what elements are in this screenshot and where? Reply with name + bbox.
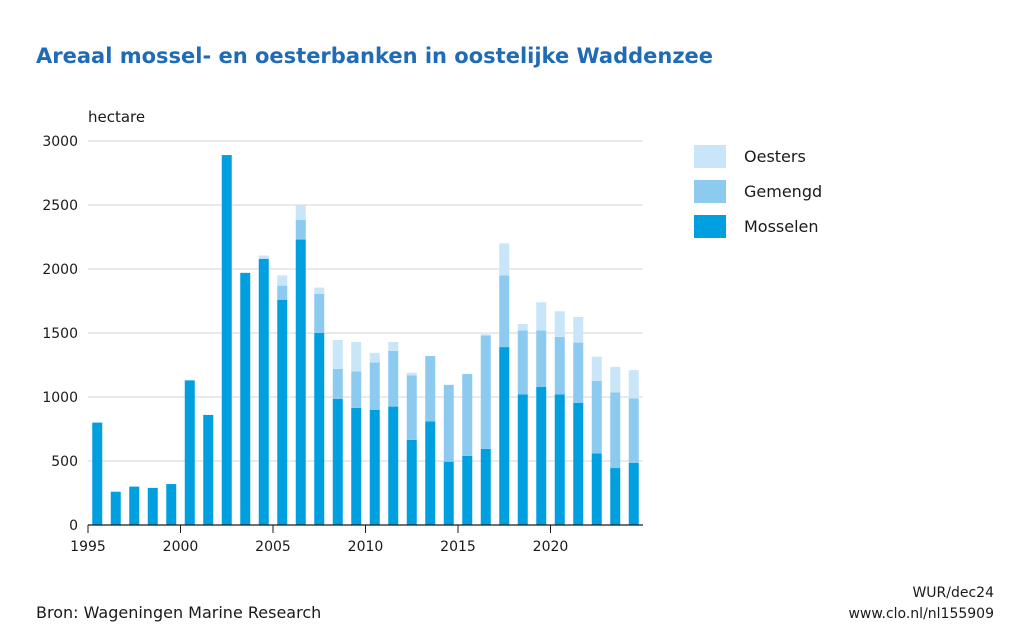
- bar-mosselen-2000: [184, 380, 195, 525]
- bar-oesters-2024: [628, 370, 639, 399]
- bar-oesters-2008: [332, 340, 343, 369]
- bar-oesters-2021: [573, 317, 584, 343]
- bar-mosselen-2018: [517, 394, 528, 525]
- x-tick-label-1995: 1995: [70, 539, 106, 555]
- bar-oesters-2011: [388, 341, 399, 351]
- bar-mosselen-1996: [110, 491, 121, 525]
- bar-mosselen-1995: [92, 422, 103, 525]
- bar-mosselen-2008: [332, 398, 343, 525]
- bar-gemengd-2017: [499, 275, 510, 348]
- bar-gemengd-2018: [517, 330, 528, 395]
- bar-mosselen-2023: [610, 468, 621, 525]
- bar-mosselen-2022: [591, 453, 602, 525]
- y-tick-label-1500: 1500: [42, 326, 78, 342]
- y-tick-label-500: 500: [51, 454, 78, 470]
- bar-mosselen-2005: [277, 299, 288, 525]
- bar-gemengd-2006: [295, 219, 306, 240]
- bar-mosselen-1997: [129, 486, 140, 525]
- bar-gemengd-2016: [480, 335, 491, 449]
- bar-mosselen-2013: [425, 421, 436, 525]
- bar-oesters-2017: [499, 243, 510, 276]
- legend-label-gemengd: Gemengd: [744, 182, 823, 201]
- bar-oesters-2009: [351, 341, 362, 372]
- x-tick-label-2010: 2010: [348, 539, 384, 555]
- x-tick-label-2015: 2015: [440, 539, 476, 555]
- bar-gemengd-2023: [610, 392, 621, 469]
- bar-mosselen-2021: [573, 402, 584, 525]
- bar-oesters-2020: [554, 311, 565, 337]
- bar-oesters-2005: [277, 275, 288, 286]
- bar-gemengd-2009: [351, 371, 362, 408]
- bar-oesters-2006: [295, 205, 306, 220]
- x-tick-label-2000: 2000: [163, 539, 199, 555]
- bar-gemengd-2020: [554, 336, 565, 395]
- bar-gemengd-2007: [314, 293, 325, 333]
- credit-note: WUR/dec24 www.clo.nl/nl155909: [848, 583, 994, 625]
- bar-mosselen-2019: [536, 386, 547, 525]
- bar-oesters-2023: [610, 366, 621, 393]
- bar-gemengd-2019: [536, 330, 547, 387]
- bar-mosselen-2020: [554, 394, 565, 525]
- bar-mosselen-2002: [221, 155, 232, 525]
- legend-label-mosselen: Mosselen: [744, 217, 819, 236]
- bar-oesters-2010: [369, 352, 380, 363]
- bar-mosselen-2001: [203, 414, 214, 525]
- bar-mosselen-2004: [258, 258, 269, 525]
- source-note: Bron: Wageningen Marine Research: [36, 603, 322, 622]
- legend-item-oesters: Oesters: [694, 139, 822, 174]
- bar-oesters-2012: [406, 372, 417, 376]
- legend-swatch-mosselen: [694, 215, 726, 238]
- chart-title: Areaal mossel- en oesterbanken in oostel…: [36, 44, 714, 68]
- bar-oesters-2004: [258, 255, 269, 259]
- bar-mosselen-2010: [369, 409, 380, 525]
- bar-mosselen-2024: [628, 462, 639, 525]
- legend: Oesters Gemengd Mosselen: [694, 139, 822, 244]
- bar-gemengd-2015: [462, 373, 473, 456]
- x-tick-label-2020: 2020: [533, 539, 569, 555]
- bar-mosselen-2015: [462, 455, 473, 525]
- bar-gemengd-2012: [406, 375, 417, 440]
- x-tick-label-2005: 2005: [255, 539, 291, 555]
- bar-mosselen-2011: [388, 406, 399, 525]
- bar-mosselen-1998: [147, 487, 158, 525]
- bar-mosselen-1999: [166, 484, 177, 525]
- legend-item-mosselen: Mosselen: [694, 209, 822, 244]
- bar-gemengd-2014: [443, 384, 454, 462]
- legend-swatch-oesters: [694, 145, 726, 168]
- bar-mosselen-2009: [351, 407, 362, 525]
- y-tick-label-2500: 2500: [42, 198, 78, 214]
- bar-gemengd-2021: [573, 342, 584, 403]
- bar-gemengd-2008: [332, 368, 343, 399]
- bar-gemengd-2024: [628, 398, 639, 463]
- bar-gemengd-2022: [591, 381, 602, 454]
- bar-oesters-2018: [517, 324, 528, 331]
- bar-mosselen-2014: [443, 461, 454, 525]
- bar-mosselen-2003: [240, 272, 251, 525]
- bar-mosselen-2012: [406, 439, 417, 525]
- y-axis-label: hectare: [88, 108, 145, 126]
- legend-swatch-gemengd: [694, 180, 726, 203]
- bar-gemengd-2011: [388, 350, 399, 407]
- bar-mosselen-2017: [499, 347, 510, 525]
- credit-line-2: www.clo.nl/nl155909: [848, 606, 994, 622]
- bar-mosselen-2016: [480, 448, 491, 525]
- bar-mosselen-2007: [314, 333, 325, 525]
- legend-label-oesters: Oesters: [744, 147, 806, 166]
- y-tick-label-0: 0: [69, 518, 78, 534]
- legend-item-gemengd: Gemengd: [694, 174, 822, 209]
- credit-line-1: WUR/dec24: [912, 585, 994, 601]
- bar-oesters-2016: [480, 334, 491, 336]
- bar-gemengd-2013: [425, 356, 436, 422]
- bar-gemengd-2005: [277, 285, 288, 300]
- bar-gemengd-2010: [369, 362, 380, 410]
- bar-mosselen-2006: [295, 239, 306, 525]
- bar-oesters-2019: [536, 302, 547, 331]
- y-tick-label-3000: 3000: [42, 134, 78, 150]
- bar-oesters-2007: [314, 287, 325, 294]
- bar-oesters-2022: [591, 356, 602, 381]
- y-tick-label-1000: 1000: [42, 390, 78, 406]
- y-tick-label-2000: 2000: [42, 262, 78, 278]
